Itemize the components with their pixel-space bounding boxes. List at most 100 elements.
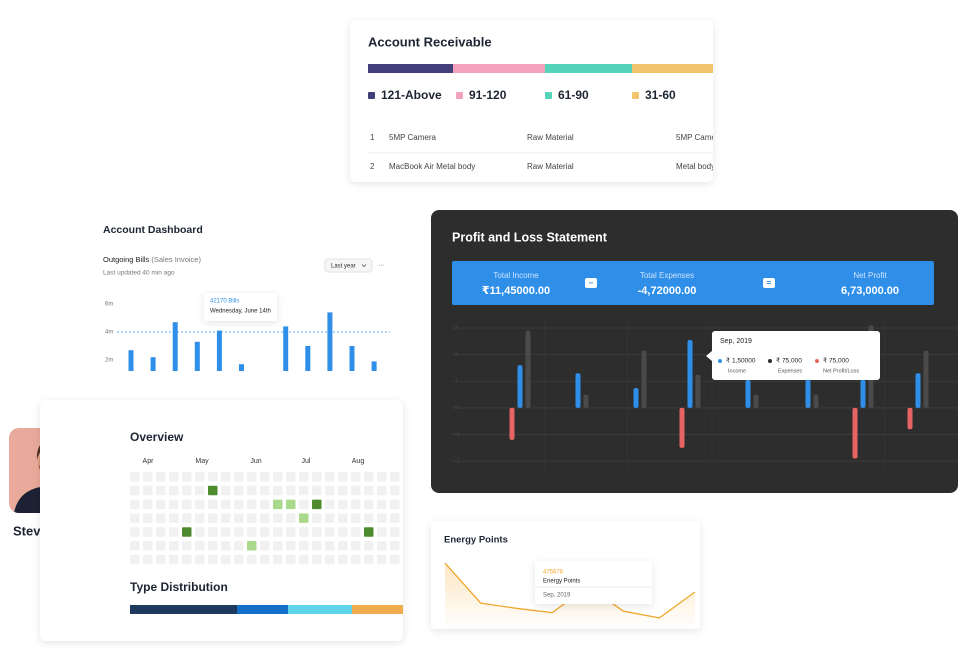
bar [172,322,178,371]
month-label: Aug [352,458,365,465]
table-cell: Raw Material [527,133,574,142]
heatmap-cell [377,554,387,565]
heatmap-cell [195,485,205,496]
heatmap-cell [299,485,309,496]
heatmap-cell [156,499,166,510]
heatmap-cell [130,485,140,496]
legend-label: Expenses [778,368,802,374]
y-tick-label: 0 [455,405,458,411]
summary-value: ₹11,45000.00 [482,285,550,297]
heatmap-cell [156,472,166,482]
heatmap-cell [247,513,257,523]
bar [371,361,377,371]
heatmap-cell [221,513,231,523]
heatmap-cell [312,527,322,537]
heatmap-cell [221,485,231,496]
distribution-segment [352,605,403,614]
heatmap-cell [351,513,361,523]
summary-banner [452,261,934,305]
operator: − [589,279,594,288]
bar [150,357,156,371]
chart-subtitle: Outgoing Bills (Sales Invoice) [103,255,201,264]
heatmap-cell [182,554,192,565]
card-title: Account Receivable [368,34,492,49]
tooltip-title: 42170 Bills [210,299,239,305]
subtitle-note: (Sales Invoice) [151,255,201,264]
heatmap-cell [182,513,192,523]
filter-dropdown[interactable] [324,258,373,273]
heatmap-cell [325,513,335,523]
more-button[interactable]: ··· [378,262,385,269]
heatmap-cell [247,541,257,551]
heatmap-cell [130,554,140,565]
tooltip-subtitle: Wednesday, June 14th [210,309,271,315]
area [445,563,695,629]
operator-box [763,278,775,288]
heatmap-cell [221,499,231,510]
heatmap-cell [364,472,374,482]
heatmap-cell [286,485,296,496]
legend-swatch [368,92,375,99]
heatmap-cell [338,485,348,496]
heatmap-cell [377,541,387,551]
heatmap-cell [221,472,231,482]
heatmap-cell [260,527,270,537]
legend-swatch [456,92,463,99]
bar [327,312,333,371]
heatmap-cell [377,527,387,537]
table-cell: 5MP Camera [676,133,724,142]
heatmap-cell [260,554,270,565]
bar [695,374,701,408]
heatmap-cell [156,513,166,523]
bar [349,346,355,371]
heatmap-cell [260,499,270,510]
heatmap-cell [221,541,231,551]
heatmap-cell [247,472,257,482]
table-cell: 1 [370,133,375,142]
heatmap-cell [312,554,322,565]
overview-card: Overview Type Distribution Apr May Jun Jul A… [40,400,403,641]
bar [860,379,866,408]
legend-dot [768,359,772,363]
heatmap-cell [234,472,244,482]
heatmap-cell [156,527,166,537]
legend-label: Income [728,368,746,374]
heatmap-cell [247,499,257,510]
tooltip [712,331,880,380]
heatmap-cell [221,527,231,537]
heatmap-cell [286,472,296,482]
heatmap-cell [130,472,140,482]
heatmap-cell [156,485,166,496]
heatmap-cell [182,485,192,496]
heatmap-cell [247,485,257,496]
summary-label: Net Profit [853,271,887,280]
bar [852,407,858,459]
operator: = [767,279,772,288]
heatmap-cell [169,541,179,551]
heatmap-cell [312,472,322,482]
heatmap-cell [364,485,374,496]
heatmap-cell [312,541,322,551]
bar [517,365,523,408]
heatmap-cell [351,472,361,482]
filter-label[interactable]: Last year [331,264,356,270]
heatmap-cell [208,485,218,496]
heatmap-cell [130,527,140,537]
heatmap-cell [325,472,335,482]
summary-value: -4,72000.00 [638,285,697,297]
heatmap-cell [143,527,153,537]
heatmap-cell [286,541,296,551]
heatmap-cell [169,554,179,565]
heatmap-cell [208,554,218,565]
heatmap-cell [143,485,153,496]
heatmap-cell [390,554,400,565]
heatmap-cell [143,499,153,510]
heatmap-cell [338,499,348,510]
heatmap-cell [286,554,296,565]
account-dashboard-card: Account Dashboard Outgoing Bills (Sales … [90,210,403,371]
bar [583,394,589,408]
month-label: May [195,458,209,465]
heatmap-cell [169,485,179,496]
